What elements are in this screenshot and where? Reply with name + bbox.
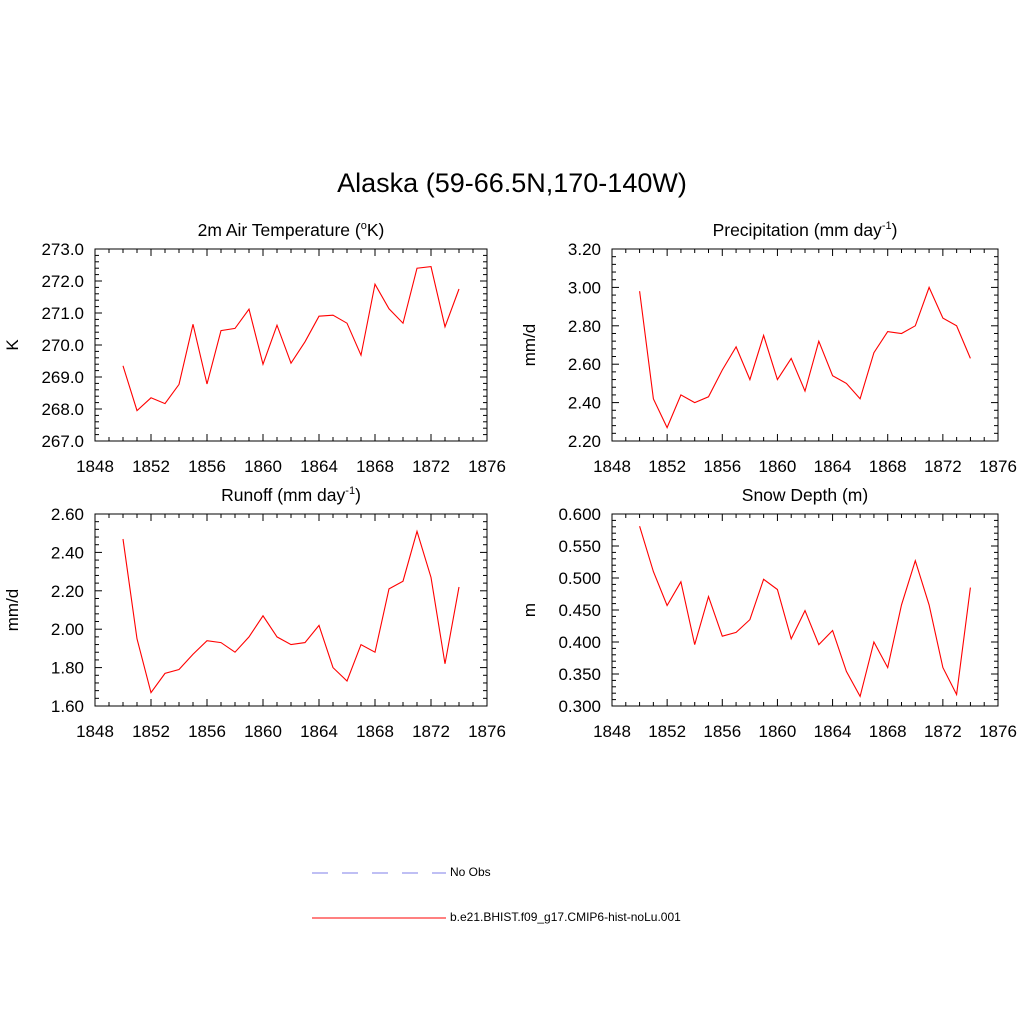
- x-tick-label: 1852: [132, 457, 170, 476]
- series-line: [122, 529, 460, 694]
- y-tick-label: 2.60: [51, 505, 84, 524]
- y-tick-label: 271.0: [41, 304, 84, 323]
- y-tick-label: 3.20: [568, 240, 601, 259]
- panel-title: Precipitation (mm day-1): [713, 220, 898, 240]
- x-tick-label: 1872: [924, 457, 962, 476]
- x-tick-label: 1848: [593, 722, 631, 741]
- panel-title: Runoff (mm day-1): [221, 485, 361, 505]
- y-tick-label: 268.0: [41, 400, 84, 419]
- y-tick-label: 1.80: [51, 659, 84, 678]
- y-axis-label: mm/d: [520, 324, 539, 367]
- panel-title: 2m Air Temperature (oK): [198, 220, 385, 240]
- x-tick-label: 1876: [979, 457, 1017, 476]
- legend-label-model: b.e21.BHIST.f09_g17.CMIP6-hist-noLu.001: [450, 910, 681, 924]
- plot-frame: [94, 248, 488, 442]
- panel-title-rest: K): [367, 220, 385, 240]
- panel-title-main: 2m Air Temperature (: [198, 220, 361, 240]
- y-tick-label: 2.60: [568, 355, 601, 374]
- y-tick-label: 0.300: [558, 697, 601, 716]
- y-axis-label: K: [3, 339, 22, 351]
- y-tick-label: 2.80: [568, 317, 601, 336]
- x-tick-label: 1876: [979, 722, 1017, 741]
- x-tick-label: 1848: [593, 457, 631, 476]
- y-tick-label: 0.500: [558, 569, 601, 588]
- x-tick-label: 1868: [869, 722, 907, 741]
- x-tick-label: 1860: [759, 457, 797, 476]
- x-tick-label: 1876: [468, 457, 506, 476]
- panel-snow-depth: Snow Depth (m) m 1848 1852 1856 1860 1864 1868 1…: [520, 485, 1017, 741]
- y-tick-label: 273.0: [41, 240, 84, 259]
- x-tick-label: 1864: [814, 722, 852, 741]
- x-tick-label: 1868: [356, 457, 394, 476]
- x-tick-label: 1872: [412, 457, 450, 476]
- x-tick-label: 1872: [412, 722, 450, 741]
- x-tick-label: 1864: [300, 722, 338, 741]
- plot-frame: [611, 248, 999, 442]
- x-tick-label: 1848: [76, 457, 114, 476]
- plot-frame: [94, 513, 488, 707]
- panel-temperature: 2m Air Temperature (oK) K 1848 1852 1856 1860…: [3, 220, 506, 476]
- x-tick-label: 1860: [759, 722, 797, 741]
- x-tick-label: 1872: [924, 722, 962, 741]
- y-tick-label: 269.0: [41, 368, 84, 387]
- panel-title: Snow Depth (m): [742, 485, 868, 505]
- panel-title-superscript: -1: [882, 220, 892, 232]
- y-axis-label: mm/d: [3, 589, 22, 632]
- x-tick-label: 1852: [132, 722, 170, 741]
- x-tick-label: 1868: [869, 457, 907, 476]
- panel-title-superscript: -1: [345, 485, 355, 497]
- y-tick-label: 0.550: [558, 537, 601, 556]
- figure-title: Alaska (59-66.5N,170-140W): [337, 168, 687, 198]
- y-tick-label: 0.600: [558, 505, 601, 524]
- series-line: [639, 526, 971, 698]
- series-line: [639, 285, 971, 429]
- y-tick-label: 2.00: [51, 620, 84, 639]
- x-tick-label: 1864: [300, 457, 338, 476]
- x-tick-label: 1860: [244, 457, 282, 476]
- x-tick-label: 1868: [356, 722, 394, 741]
- x-tick-label: 1848: [76, 722, 114, 741]
- panel-title-main: Runoff (mm day: [221, 485, 345, 505]
- y-tick-label: 2.20: [51, 582, 84, 601]
- y-tick-label: 0.400: [558, 633, 601, 652]
- y-axis-label: m: [520, 603, 539, 617]
- x-tick-label: 1860: [244, 722, 282, 741]
- panel-title-rest: ): [892, 220, 898, 240]
- x-tick-label: 1856: [188, 722, 226, 741]
- panel-title-main: Precipitation (mm day: [713, 220, 882, 240]
- panel-runoff: Runoff (mm day-1) mm/d 1848 1852 1856 1860 186…: [3, 485, 506, 741]
- y-tick-label: 2.40: [568, 394, 601, 413]
- y-tick-label: 1.60: [51, 697, 84, 716]
- y-tick-label: 2.40: [51, 543, 84, 562]
- x-tick-label: 1856: [703, 722, 741, 741]
- x-tick-label: 1864: [814, 457, 852, 476]
- x-tick-label: 1876: [468, 722, 506, 741]
- x-tick-label: 1856: [703, 457, 741, 476]
- legend-label-no-obs: No Obs: [450, 865, 491, 879]
- y-tick-label: 272.0: [41, 272, 84, 291]
- series-line: [122, 265, 460, 412]
- panel-title-rest: ): [355, 485, 361, 505]
- y-tick-label: 0.350: [558, 665, 601, 684]
- panel-precipitation: Precipitation (mm day-1) mm/d 1848 1852 1856…: [520, 220, 1017, 476]
- y-tick-label: 270.0: [41, 336, 84, 355]
- panel-title-main: Snow Depth (m): [742, 485, 868, 505]
- y-tick-label: 2.20: [568, 432, 601, 451]
- x-tick-label: 1852: [648, 457, 686, 476]
- x-tick-label: 1856: [188, 457, 226, 476]
- y-tick-label: 3.00: [568, 278, 601, 297]
- x-tick-label: 1852: [648, 722, 686, 741]
- y-tick-label: 267.0: [41, 432, 84, 451]
- panel-title-superscript: o: [361, 220, 367, 232]
- y-tick-label: 0.450: [558, 601, 601, 620]
